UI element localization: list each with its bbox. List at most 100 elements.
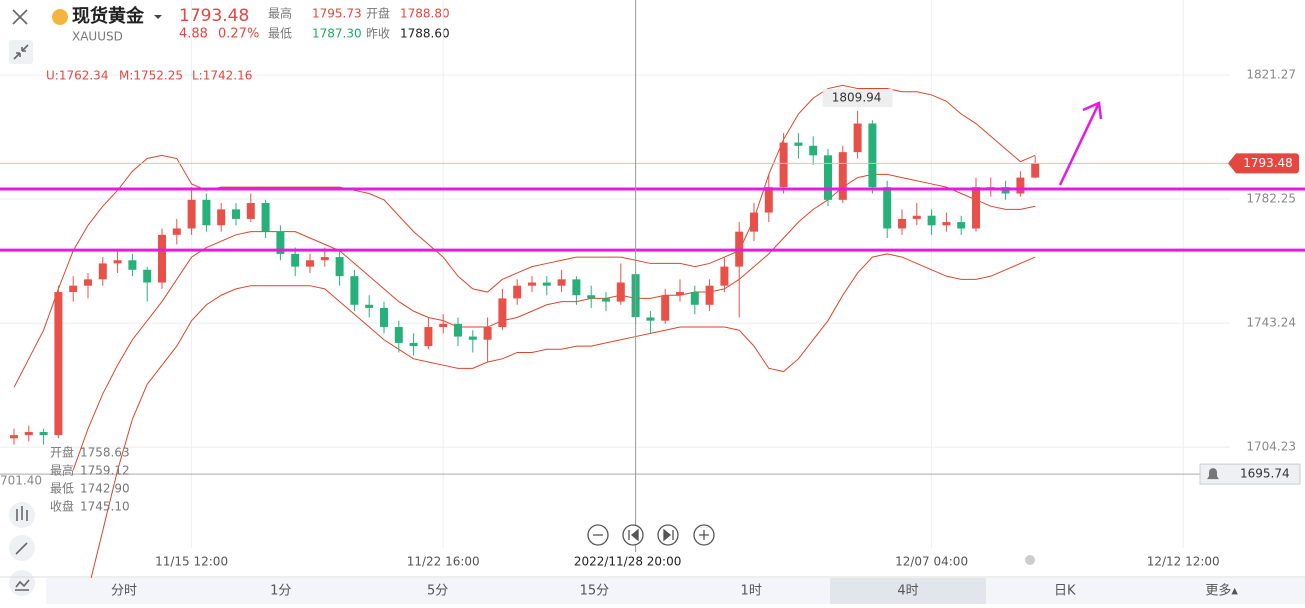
tab[interactable]: 1时 <box>741 584 762 599</box>
candle-body <box>646 317 655 321</box>
candle-body <box>291 253 300 267</box>
candle-body <box>720 266 729 286</box>
alert-label: 1695.74 <box>1240 467 1290 481</box>
candle-body <box>335 257 344 277</box>
stat-value: 1788.60 <box>400 27 450 41</box>
tab[interactable]: 1分 <box>270 584 291 599</box>
candle-body <box>498 298 507 328</box>
candle-body <box>306 260 314 267</box>
candle-body <box>39 431 48 436</box>
tab[interactable]: 5分 <box>427 584 448 599</box>
candle-body <box>779 142 788 188</box>
candle-body <box>602 298 610 302</box>
change-pct: 0.27% <box>218 27 259 42</box>
candle-body <box>98 263 107 280</box>
candle-body <box>409 342 418 347</box>
candle-body <box>276 231 285 254</box>
candle-body <box>557 279 566 286</box>
candle-body <box>542 282 551 286</box>
indicator-icon <box>15 579 30 591</box>
candle-body <box>794 142 803 146</box>
y-tick-label: 1782.25 <box>1246 192 1296 206</box>
candle-body <box>883 187 892 229</box>
candle-icon <box>16 506 28 521</box>
candle-body <box>128 260 137 270</box>
candle-body <box>261 203 270 232</box>
tab[interactable]: 分时 <box>111 584 137 599</box>
y-tick-label: 1743.24 <box>1246 316 1296 330</box>
x-tick-label: 12/07 04:00 <box>895 555 968 569</box>
candle-body <box>957 222 966 229</box>
stat-label: 昨收 <box>366 27 390 41</box>
candle-body <box>898 218 906 229</box>
tab-bar <box>46 578 1305 604</box>
tab[interactable]: 4时 <box>897 584 918 599</box>
hover-label: 最低 <box>50 482 74 496</box>
band-line <box>13 84 1036 388</box>
hover-value: 1742.90 <box>80 482 130 496</box>
tab[interactable]: 日K <box>1054 584 1076 599</box>
tab-selected <box>830 578 986 604</box>
hover-value: 1759.12 <box>80 464 130 478</box>
change: 4.88 <box>179 27 208 42</box>
hover-value: 1758.63 <box>80 446 130 460</box>
candle-body <box>350 276 359 305</box>
stat-value: 1795.73 <box>312 7 362 21</box>
y-tick-label: 1704.23 <box>1246 440 1296 454</box>
tab[interactable]: 更多▴ <box>1205 583 1238 599</box>
band-line <box>87 253 1036 592</box>
candle-body <box>942 222 951 226</box>
dropdown[interactable] <box>154 15 162 19</box>
candle-body <box>690 292 699 305</box>
price-tag <box>1228 153 1299 174</box>
x-tick-label: 11/15 12:00 <box>155 555 228 569</box>
candle-body <box>24 431 33 436</box>
crosshair-time-bg <box>565 553 706 571</box>
price-tag-label: 1793.48 <box>1243 156 1293 170</box>
candle-body <box>69 285 78 293</box>
candle-body <box>320 257 329 261</box>
candle-body <box>454 323 462 337</box>
candle-body <box>84 279 92 286</box>
candle-body <box>439 323 448 328</box>
instrument-code: XAUUSD <box>72 30 123 44</box>
candle-body <box>172 228 181 235</box>
gold-icon <box>52 9 68 25</box>
candle-body <box>54 292 63 436</box>
candle-body <box>380 307 388 328</box>
instrument-name[interactable]: 现货黄金 <box>72 5 145 27</box>
close-icon[interactable] <box>12 9 28 25</box>
candle-body <box>513 285 522 299</box>
stat-value: 1788.80 <box>400 7 450 21</box>
y-tick-label: 1821.27 <box>1246 67 1296 81</box>
hover-label: 最高 <box>50 463 74 478</box>
candle-body <box>10 435 18 439</box>
candle-body <box>572 279 581 296</box>
pencil-icon <box>15 542 28 555</box>
candle-body <box>824 155 832 200</box>
alert-tag <box>1199 463 1301 485</box>
left-toolbar <box>9 9 35 596</box>
bell-icon <box>1207 468 1219 480</box>
price: 1793.48 <box>179 6 249 26</box>
hover-value: 1745.10 <box>80 500 130 514</box>
candle-body <box>853 123 862 153</box>
candle-body <box>661 295 670 321</box>
candle-body <box>528 282 536 286</box>
indicator-label: M:1752.25 <box>119 69 183 83</box>
tab[interactable]: 15分 <box>580 584 610 599</box>
candle-body <box>202 199 211 226</box>
candle-body <box>972 187 980 229</box>
collapse-icon[interactable] <box>13 44 29 60</box>
candle-body <box>468 336 477 340</box>
hover-label: 收盘 <box>50 499 74 514</box>
stat-label: 最低 <box>268 27 292 41</box>
candle-body <box>187 199 196 229</box>
candle-body <box>143 269 152 283</box>
candle-body <box>483 327 492 340</box>
max-label: 1809.94 <box>832 91 882 105</box>
candle-body <box>394 327 403 343</box>
candle-body <box>246 203 255 219</box>
collapse-bg[interactable] <box>9 40 33 64</box>
